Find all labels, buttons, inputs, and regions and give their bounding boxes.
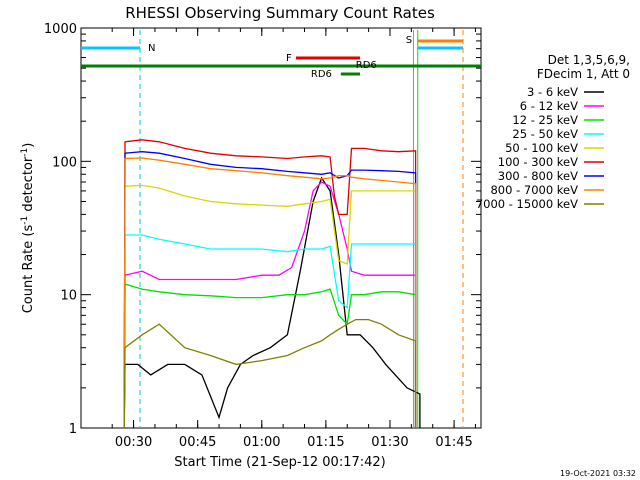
legend-header-2: FDecim 1, Att 0	[537, 67, 630, 81]
series-3-6-kev	[123, 176, 421, 429]
x-tick-label: 01:15	[307, 435, 344, 450]
series-12-25-kev	[123, 283, 417, 429]
legend-label: 7000 - 15000 keV	[476, 197, 578, 211]
series-50-100-kev	[123, 184, 417, 429]
date-stamp: 19-Oct-2021 03:32	[560, 469, 636, 478]
x-tick-label: 00:45	[179, 435, 216, 450]
x-tick-label: 01:45	[435, 435, 472, 450]
series-line	[123, 139, 417, 429]
y-tick-label: 1	[69, 422, 77, 437]
y-tick-label: 10	[60, 289, 77, 304]
legend-label: 6 - 12 keV	[520, 99, 578, 113]
series-line	[123, 318, 417, 429]
legend-label: 12 - 25 keV	[512, 113, 578, 127]
saa-label: S	[406, 35, 412, 46]
series-800-7000-kev	[123, 157, 417, 429]
series-100-300-kev	[123, 139, 417, 429]
legend-label: 3 - 6 keV	[527, 85, 578, 99]
x-tick-label: 01:00	[243, 435, 280, 450]
rd6-label-1: RD6	[356, 60, 377, 71]
x-tick-label: 01:30	[371, 435, 408, 450]
legend: Det 1,3,5,6,9, FDecim 1, Att 0 3 - 6 keV…	[476, 53, 630, 211]
series-line	[123, 157, 417, 429]
night-label: N	[148, 43, 155, 54]
series-line	[123, 283, 417, 429]
legend-label: 100 - 300 keV	[498, 155, 578, 169]
y-axis-label: Count Rate (s-1 detector-1)	[20, 143, 36, 314]
plot-area	[80, 27, 482, 429]
legend-label: 50 - 100 keV	[505, 141, 578, 155]
flare-label: F	[286, 53, 292, 64]
legend-header-1: Det 1,3,5,6,9,	[548, 53, 630, 67]
legend-label: 25 - 50 keV	[512, 127, 578, 141]
series-line	[123, 184, 417, 429]
x-axis-label: Start Time (21-Sep-12 00:17:42)	[174, 455, 385, 470]
legend-label: 800 - 7000 keV	[490, 183, 578, 197]
series-300-800-kev	[123, 151, 417, 429]
series-line	[123, 151, 417, 429]
x-tick-label: 00:30	[115, 435, 152, 450]
series-6-12-kev	[123, 181, 417, 429]
rd6-label-2: RD6	[311, 69, 332, 80]
legend-label: 300 - 800 keV	[498, 169, 578, 183]
series-line	[123, 181, 417, 429]
chart-title: RHESSI Observing Summary Count Rates	[125, 4, 435, 22]
series-7000-15000-kev	[123, 318, 417, 429]
series-line	[123, 176, 421, 429]
series-line	[123, 234, 417, 429]
series-25-50-kev	[123, 234, 417, 429]
y-tick-label: 100	[52, 155, 77, 170]
y-tick-label: 1000	[44, 22, 77, 37]
